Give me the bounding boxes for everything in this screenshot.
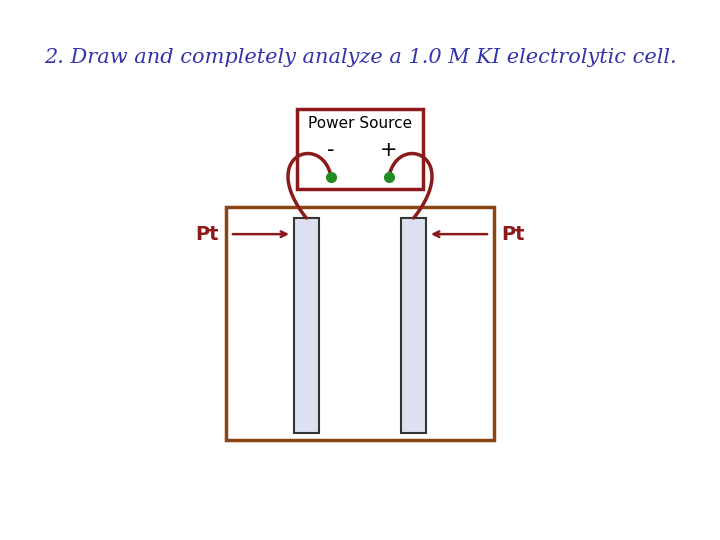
Text: 2. Draw and completely analyze a 1.0 M KI electrolytic cell.: 2. Draw and completely analyze a 1.0 M K… <box>44 48 676 67</box>
Bar <box>401 218 426 433</box>
Text: -: - <box>328 140 335 160</box>
Text: Pt: Pt <box>502 225 525 244</box>
Bar <box>294 218 319 433</box>
Bar <box>297 109 423 190</box>
Text: Pt: Pt <box>195 225 218 244</box>
Text: +: + <box>380 140 397 160</box>
Bar <box>225 207 495 440</box>
Text: Power Source: Power Source <box>308 116 412 131</box>
